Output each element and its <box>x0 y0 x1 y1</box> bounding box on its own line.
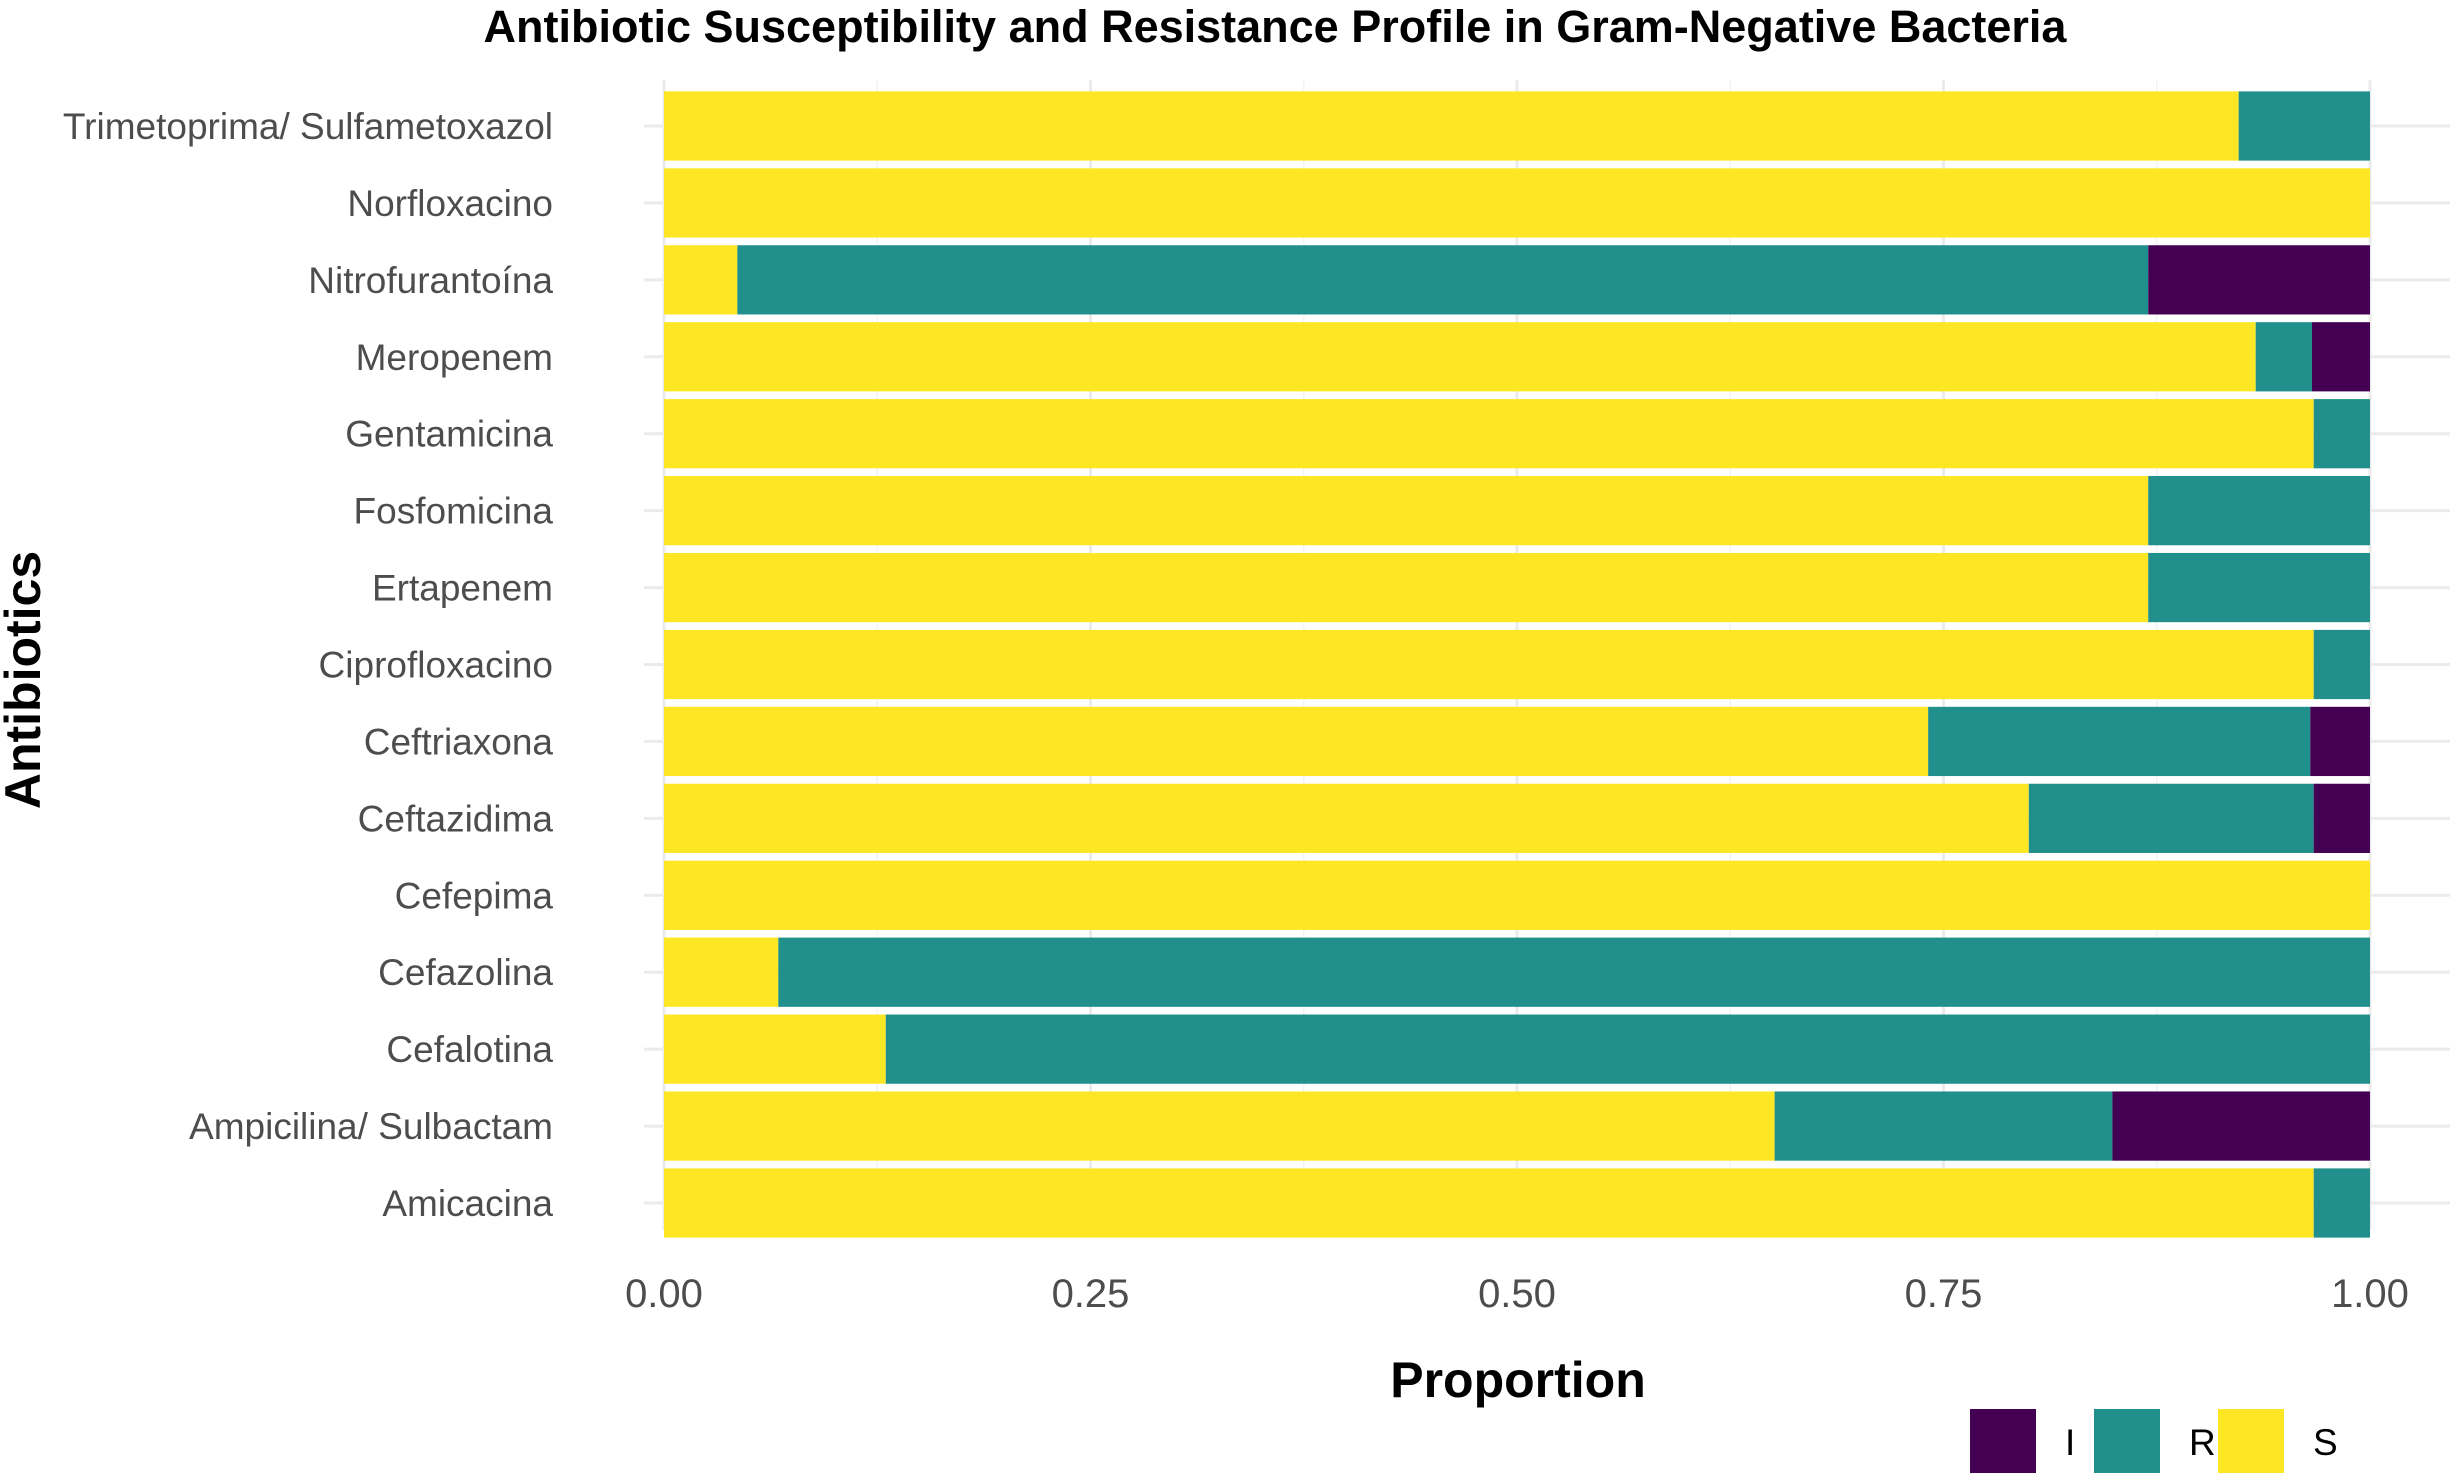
bar-S-9 <box>664 783 2029 853</box>
bar-S-5 <box>664 476 2149 546</box>
x-tick-label: 0.25 <box>1052 1272 1130 1316</box>
y-tick-label: Cefazolina <box>378 952 553 993</box>
legend-swatch-R <box>2094 1409 2160 1473</box>
bar-S-12 <box>664 1014 886 1084</box>
bar-I-3 <box>2311 322 2370 392</box>
bar-I-8 <box>2310 706 2370 777</box>
bar-R-8 <box>1928 706 2311 777</box>
y-tick-label: Ciprofloxacino <box>319 645 553 686</box>
legend-swatch-I <box>1970 1409 2036 1473</box>
bar-I-13 <box>2112 1091 2370 1161</box>
y-tick-label: Gentamicina <box>345 414 553 455</box>
bar-I-2 <box>2148 245 2370 315</box>
bar-R-7 <box>2313 629 2370 700</box>
bar-R-2 <box>737 245 2149 315</box>
y-tick-label: Amicacina <box>382 1183 553 1224</box>
y-tick-label: Ampicilina/ Sulbactam <box>189 1106 553 1147</box>
x-axis-tick-labels: 0.00 0.25 0.50 0.75 1.00 <box>625 1272 2409 1316</box>
y-tick-label: Ertapenem <box>372 568 553 609</box>
bar-S-7 <box>664 629 2314 700</box>
bar-R-0 <box>2238 91 2370 161</box>
y-tick-label: Meropenem <box>356 337 553 378</box>
bar-S-3 <box>664 322 2256 392</box>
x-tick-label: 0.00 <box>625 1272 703 1316</box>
bar-S-11 <box>664 937 779 1007</box>
y-tick-label: Fosfomicina <box>354 491 554 532</box>
legend-label-S: S <box>2313 1422 2338 1463</box>
bar-S-8 <box>664 706 1929 777</box>
bar-R-6 <box>2148 552 2370 623</box>
bar-R-14 <box>2313 1168 2370 1238</box>
y-tick-label: Ceftazidima <box>358 798 554 839</box>
y-axis-tick-labels: Trimetoprima/ Sulfametoxazol Norfloxacino… <box>63 106 554 1224</box>
legend-swatch-S <box>2218 1409 2284 1473</box>
x-tick-label: 0.75 <box>1905 1272 1983 1316</box>
x-axis-title: Proportion <box>1390 1352 1646 1408</box>
y-tick-label: Nitrofurantoína <box>308 260 553 301</box>
bar-R-12 <box>885 1014 2370 1084</box>
bar-S-1 <box>664 168 2370 238</box>
bar-S-2 <box>664 245 738 315</box>
y-tick-label: Trimetoprima/ Sulfametoxazol <box>63 106 553 147</box>
bar-S-13 <box>664 1091 1775 1161</box>
x-tick-label: 1.00 <box>2331 1272 2409 1316</box>
y-tick-label: Norfloxacino <box>347 183 553 224</box>
bar-R-13 <box>1774 1091 2113 1161</box>
bar-S-14 <box>664 1168 2314 1238</box>
bar-R-5 <box>2148 476 2370 546</box>
bar-I-9 <box>2313 783 2370 853</box>
x-tick-label: 0.50 <box>1478 1272 1556 1316</box>
bar-R-3 <box>2255 322 2312 392</box>
bar-S-6 <box>664 552 2149 623</box>
legend-label-I: I <box>2065 1422 2075 1463</box>
y-tick-label: Ceftriaxona <box>364 721 554 762</box>
bar-R-11 <box>778 937 2370 1007</box>
legend-label-R: R <box>2189 1422 2216 1463</box>
chart-title: Antibiotic Susceptibility and Resistance… <box>484 1 2068 52</box>
bar-R-4 <box>2313 399 2370 469</box>
bar-R-9 <box>2028 783 2314 853</box>
y-axis-title: Antibiotics <box>0 551 51 809</box>
bar-S-4 <box>664 399 2314 469</box>
bars <box>664 91 2370 1238</box>
bar-S-10 <box>664 860 2370 930</box>
bar-S-0 <box>664 91 2239 161</box>
y-tick-label: Cefepima <box>395 875 554 916</box>
y-tick-label: Cefalotina <box>386 1029 553 1070</box>
